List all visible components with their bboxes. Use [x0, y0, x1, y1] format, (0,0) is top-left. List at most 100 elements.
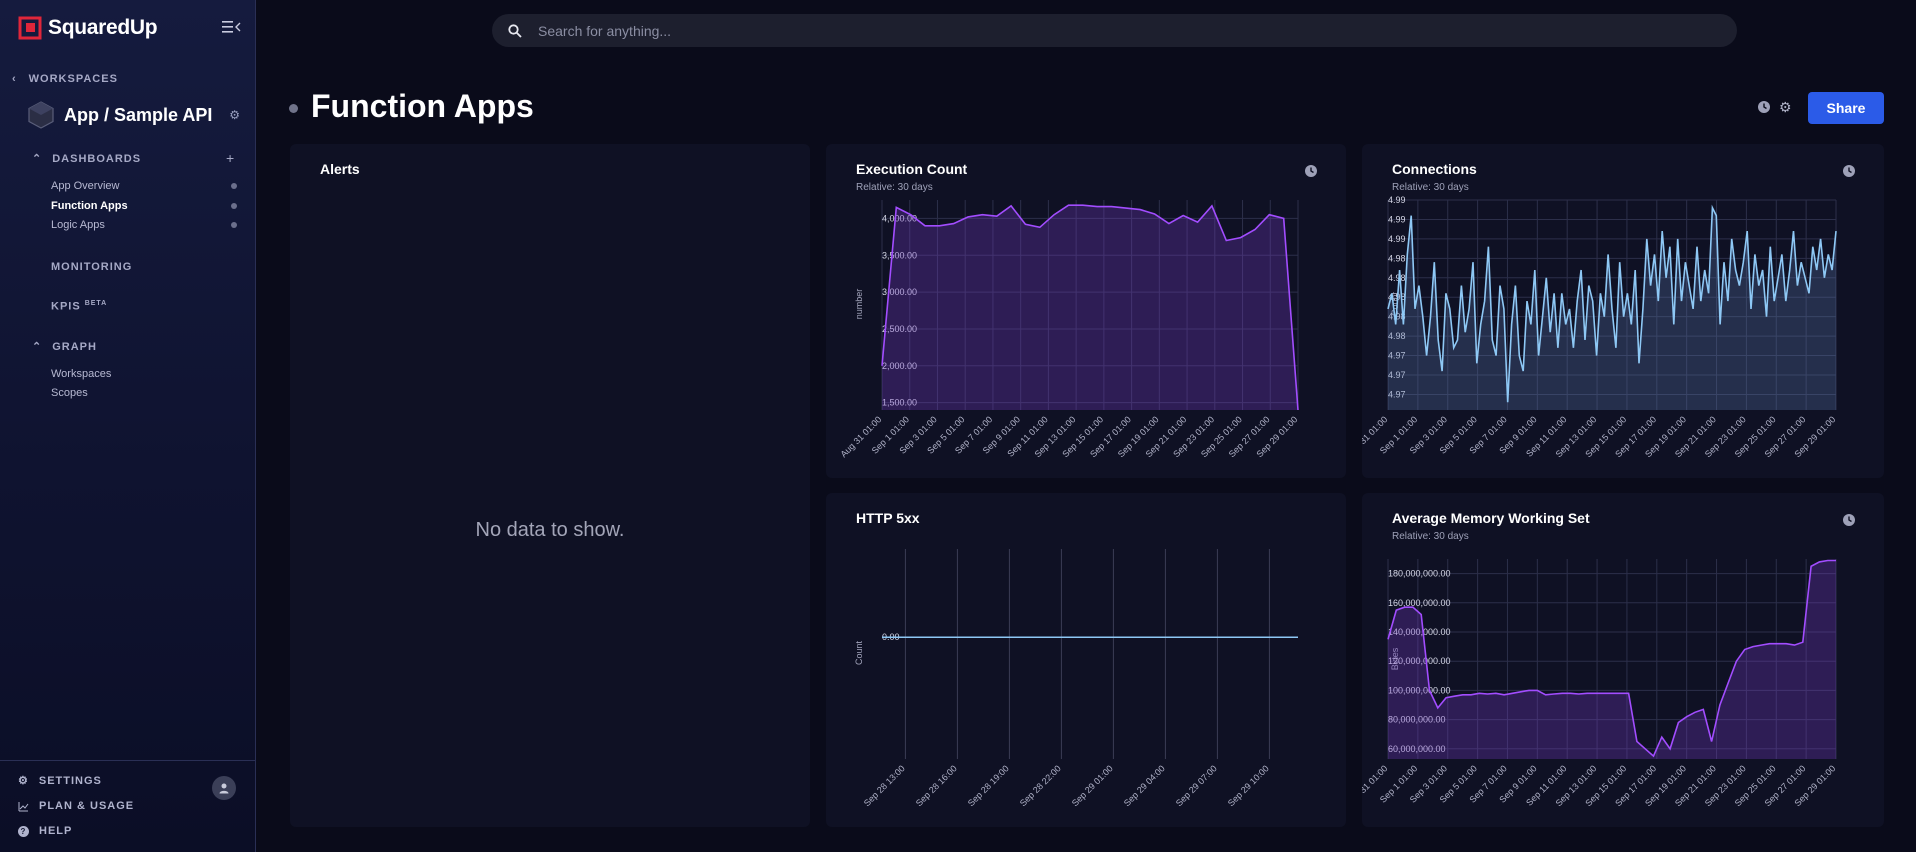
status-dot — [231, 183, 237, 189]
y-axis-title: Count — [854, 641, 864, 666]
plan-usage-link[interactable]: PLAN & USAGE — [18, 800, 134, 812]
x-tick-label: Sep 29 10:00 — [1226, 763, 1271, 808]
user-icon — [219, 783, 229, 794]
avatar[interactable] — [212, 776, 236, 800]
x-tick-label: Sep 28 16:00 — [914, 763, 959, 808]
y-tick-label: 4.98 — [1388, 273, 1406, 283]
help-label: HELP — [39, 825, 73, 837]
search-icon — [508, 23, 522, 38]
x-tick-label: Sep 28 13:00 — [862, 763, 907, 808]
tile-subtitle: Relative: 30 days — [1392, 531, 1469, 542]
workspace-header[interactable]: App / Sample API ⚙ — [28, 101, 240, 129]
clock-icon[interactable] — [1842, 164, 1856, 178]
x-tick-label: Sep 28 22:00 — [1018, 763, 1063, 808]
sidebar-item-monitoring[interactable]: MONITORING — [51, 261, 132, 273]
tile-title: Execution Count — [856, 161, 968, 177]
help-link[interactable]: ? HELP — [18, 825, 72, 837]
collapse-sidebar-icon[interactable] — [222, 20, 244, 38]
sidebar-item-label: Function Apps — [51, 200, 128, 212]
kpis-label: KPIS — [51, 300, 81, 313]
sidebar-item-app-overview[interactable]: App Overview — [51, 180, 237, 192]
chevron-up-icon: ⌃ — [32, 341, 43, 353]
y-tick-label: 4.97 — [1388, 370, 1406, 380]
add-dashboard-plus-icon[interactable]: + — [226, 150, 235, 166]
y-tick-label: 2,000.00 — [882, 361, 917, 371]
dashboard-settings-gear-icon[interactable]: ⚙ — [1779, 99, 1792, 115]
settings-link[interactable]: ⚙ SETTINGS — [18, 774, 102, 788]
connections-tile[interactable]: Connections Relative: 30 days CountAug 3… — [1362, 144, 1884, 478]
tile-title: Connections — [1392, 161, 1477, 177]
monitoring-label: MONITORING — [51, 261, 133, 273]
workspace-settings-gear-icon[interactable]: ⚙ — [229, 108, 240, 122]
execution-count-tile[interactable]: Execution Count Relative: 30 days number… — [826, 144, 1346, 478]
status-dot — [231, 203, 237, 209]
sidebar-item-logic-apps[interactable]: Logic Apps — [51, 219, 237, 231]
sidebar-item-label: App Overview — [51, 180, 120, 192]
dashboards-label: DASHBOARDS — [52, 152, 142, 165]
y-tick-label: 60,000,000.00 — [1388, 744, 1446, 754]
share-button[interactable]: Share — [1808, 92, 1884, 124]
y-tick-label: 4.97 — [1388, 351, 1406, 361]
series-line — [1387, 559, 1836, 758]
graph-section-toggle[interactable]: ⌃ GRAPH — [32, 340, 97, 354]
tile-subtitle: Relative: 30 days — [856, 182, 933, 193]
y-tick-label: 4.99 — [1388, 214, 1406, 224]
y-tick-label: 80,000,000.00 — [1388, 715, 1446, 725]
alerts-tile[interactable]: Alerts No data to show. — [290, 144, 810, 827]
y-axis-title: number — [854, 289, 864, 320]
back-to-workspaces-link[interactable]: ‹ WORKSPACES — [12, 73, 118, 85]
y-tick-label: 120,000,000.00 — [1388, 656, 1451, 666]
clock-icon[interactable] — [1757, 100, 1771, 114]
chart-line-icon — [18, 801, 29, 811]
series-area — [1388, 560, 1836, 759]
series-line — [1387, 204, 1837, 403]
brand-name: SquaredUp — [48, 16, 158, 39]
empty-state-message: No data to show. — [475, 519, 625, 541]
y-tick-label: 4.98 — [1388, 292, 1406, 302]
y-tick-label: 180,000,000.00 — [1388, 569, 1451, 579]
dashboards-section-toggle[interactable]: ⌃ DASHBOARDS — [32, 152, 142, 166]
y-axis-title: Count — [1390, 292, 1400, 317]
y-tick-label: 4,000.00 — [882, 213, 917, 223]
chevron-left-icon: ‹ — [12, 73, 17, 85]
y-tick-label: 4.99 — [1388, 234, 1406, 244]
tile-title: Alerts — [320, 161, 360, 177]
global-search-bar[interactable] — [492, 14, 1737, 47]
sidebar-item-function-apps[interactable]: Function Apps — [51, 200, 237, 212]
memory-working-set-tile[interactable]: Average Memory Working Set Relative: 30 … — [1362, 493, 1884, 827]
sidebar-item-workspaces[interactable]: Workspaces — [51, 368, 237, 380]
y-tick-label: 2,500.00 — [882, 324, 917, 334]
sidebar-item-label: Scopes — [51, 387, 88, 399]
brand-logo[interactable]: SquaredUp — [18, 16, 158, 40]
search-input[interactable] — [538, 22, 1638, 39]
y-tick-label: 160,000,000.00 — [1388, 598, 1451, 608]
http5xx-tile[interactable]: HTTP 5xx Count Sep 28 13:00 Sep 28 16:00 Se… — [826, 493, 1346, 827]
sidebar-item-scopes[interactable]: Scopes — [51, 387, 237, 399]
clock-icon[interactable] — [1304, 164, 1318, 178]
graph-label: GRAPH — [52, 340, 97, 353]
y-tick-label: 3,500.00 — [882, 250, 917, 260]
tile-subtitle: Relative: 30 days — [1392, 182, 1469, 193]
x-tick-label: Sep 29 01:00 — [1070, 763, 1115, 808]
chevron-up-icon: ⌃ — [32, 153, 43, 165]
y-tick-label: 4.98 — [1388, 253, 1406, 263]
status-dot — [231, 222, 237, 228]
http5xx-chart: Count Sep 28 13:00 Sep 28 16:00 Sep 28 19:0… — [854, 549, 1298, 808]
x-tick-label: Sep 29 07:00 — [1174, 763, 1219, 808]
sidebar-footer-divider — [0, 760, 256, 761]
clock-icon[interactable] — [1842, 513, 1856, 527]
gear-icon: ⚙ — [18, 775, 29, 787]
sidebar: SquaredUp ‹ WORKSPACES App / Sample API … — [0, 0, 256, 852]
y-tick-label: 100,000,000.00 — [1388, 685, 1451, 695]
settings-label: SETTINGS — [38, 774, 102, 787]
x-tick-label: Sep 29 04:00 — [1122, 763, 1167, 808]
workspace-name: App / Sample API — [64, 104, 213, 125]
workspace-hexagon-icon — [28, 101, 54, 129]
sidebar-item-kpis[interactable]: KPIS BETA — [51, 300, 107, 313]
y-tick-label: 140,000,000.00 — [1388, 627, 1451, 637]
plan-usage-label: PLAN & USAGE — [39, 800, 135, 812]
help-icon: ? — [18, 825, 29, 837]
y-tick-label: 1,500.00 — [882, 398, 917, 408]
